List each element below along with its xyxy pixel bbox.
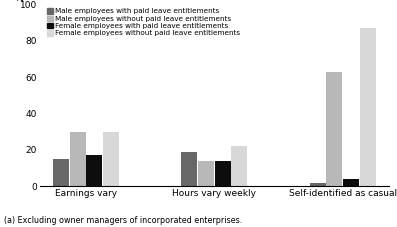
Text: (a) Excluding owner managers of incorporated enterprises.: (a) Excluding owner managers of incorpor… xyxy=(4,216,242,225)
Bar xyxy=(310,183,326,186)
Bar xyxy=(360,28,376,186)
Bar xyxy=(103,132,119,186)
Bar xyxy=(181,152,197,186)
Legend: Male employees with paid leave entitlements, Male employees without paid leave e: Male employees with paid leave entitleme… xyxy=(47,8,240,37)
Y-axis label: %: % xyxy=(14,0,23,3)
Bar xyxy=(198,161,214,186)
Bar xyxy=(326,72,342,186)
Bar xyxy=(215,161,231,186)
Bar xyxy=(70,132,86,186)
Bar xyxy=(231,146,247,186)
Bar xyxy=(53,159,69,186)
Bar xyxy=(343,179,359,186)
Bar xyxy=(87,155,102,186)
